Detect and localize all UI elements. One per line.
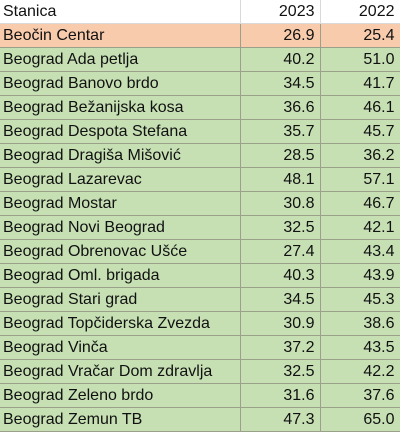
- value-2022-cell: 42.1: [320, 215, 400, 240]
- table-body: Beočin Centar 26.9 25.4 Beograd Ada petlja 4…: [0, 23, 400, 432]
- value-2023-cell: 40.2: [240, 47, 321, 72]
- value-2022-cell: 36.2: [320, 143, 400, 168]
- table-row: Beograd Banovo brdo 34.5 41.7: [0, 71, 400, 96]
- value-2023-cell: 35.7: [240, 119, 321, 144]
- table-header: Stanica 2023 2022: [0, 0, 400, 24]
- table-row: Beograd Oml. brigada 40.3 43.9: [0, 263, 400, 288]
- station-cell: Beograd Zemun TB: [0, 407, 241, 432]
- station-cell: Beočin Centar: [0, 23, 241, 48]
- table-row: Beograd Despota Stefana 35.7 45.7: [0, 119, 400, 144]
- table-row: Beograd Lazarevac 48.1 57.1: [0, 167, 400, 192]
- table-row: Beograd Dragiša Mišović 28.5 36.2: [0, 143, 400, 168]
- value-2023-cell: 34.5: [240, 71, 321, 96]
- value-2022-cell: 57.1: [320, 167, 400, 192]
- value-2022-cell: 51.0: [320, 47, 400, 72]
- station-cell: Beograd Vinča: [0, 335, 241, 360]
- value-2022-cell: 42.2: [320, 359, 400, 384]
- value-2023-cell: 27.4: [240, 239, 321, 264]
- station-cell: Beograd Oml. brigada: [0, 263, 241, 288]
- value-2022-cell: 25.4: [320, 23, 400, 48]
- station-cell: Beograd Lazarevac: [0, 167, 241, 192]
- table-row: Beočin Centar 26.9 25.4: [0, 23, 400, 48]
- header-station: Stanica: [0, 0, 241, 24]
- station-cell: Beograd Zeleno brdo: [0, 383, 241, 408]
- value-2022-cell: 41.7: [320, 71, 400, 96]
- table-row: Beograd Topčiderska Zvezda 30.9 38.6: [0, 311, 400, 336]
- header-row: Stanica 2023 2022: [0, 0, 400, 24]
- value-2023-cell: 31.6: [240, 383, 321, 408]
- value-2023-cell: 26.9: [240, 23, 321, 48]
- table-row: Beograd Vinča 37.2 43.5: [0, 335, 400, 360]
- value-2023-cell: 36.6: [240, 95, 321, 120]
- station-cell: Beograd Despota Stefana: [0, 119, 241, 144]
- table-row: Beograd Zeleno brdo 31.6 37.6: [0, 383, 400, 408]
- station-cell: Beograd Banovo brdo: [0, 71, 241, 96]
- value-2023-cell: 30.8: [240, 191, 321, 216]
- value-2022-cell: 43.9: [320, 263, 400, 288]
- table-row: Beograd Zemun TB 47.3 65.0: [0, 407, 400, 432]
- value-2023-cell: 37.2: [240, 335, 321, 360]
- station-cell: Beograd Bežanijska kosa: [0, 95, 241, 120]
- header-2023: 2023: [240, 0, 321, 24]
- table-row: Beograd Vračar Dom zdravlja 32.5 42.2: [0, 359, 400, 384]
- station-cell: Beograd Topčiderska Zvezda: [0, 311, 241, 336]
- value-2022-cell: 45.7: [320, 119, 400, 144]
- value-2023-cell: 32.5: [240, 215, 321, 240]
- header-2022: 2022: [320, 0, 400, 24]
- value-2022-cell: 65.0: [320, 407, 400, 432]
- value-2022-cell: 43.5: [320, 335, 400, 360]
- table-row: Beograd Ada petlja 40.2 51.0: [0, 47, 400, 72]
- station-cell: Beograd Mostar: [0, 191, 241, 216]
- table-row: Beograd Novi Beograd 32.5 42.1: [0, 215, 400, 240]
- table-row: Beograd Stari grad 34.5 45.3: [0, 287, 400, 312]
- value-2023-cell: 34.5: [240, 287, 321, 312]
- table-row: Beograd Bežanijska kosa 36.6 46.1: [0, 95, 400, 120]
- station-cell: Beograd Vračar Dom zdravlja: [0, 359, 241, 384]
- value-2022-cell: 45.3: [320, 287, 400, 312]
- value-2022-cell: 38.6: [320, 311, 400, 336]
- value-2023-cell: 48.1: [240, 167, 321, 192]
- value-2023-cell: 32.5: [240, 359, 321, 384]
- value-2023-cell: 30.9: [240, 311, 321, 336]
- value-2022-cell: 46.1: [320, 95, 400, 120]
- station-cell: Beograd Novi Beograd: [0, 215, 241, 240]
- value-2023-cell: 47.3: [240, 407, 321, 432]
- station-cell: Beograd Obrenovac Ušće: [0, 239, 241, 264]
- value-2022-cell: 46.7: [320, 191, 400, 216]
- value-2022-cell: 43.4: [320, 239, 400, 264]
- table-row: Beograd Mostar 30.8 46.7: [0, 191, 400, 216]
- station-cell: Beograd Dragiša Mišović: [0, 143, 241, 168]
- value-2023-cell: 28.5: [240, 143, 321, 168]
- table-row: Beograd Obrenovac Ušće 27.4 43.4: [0, 239, 400, 264]
- station-cell: Beograd Ada petlja: [0, 47, 241, 72]
- value-2022-cell: 37.6: [320, 383, 400, 408]
- station-cell: Beograd Stari grad: [0, 287, 241, 312]
- value-2023-cell: 40.3: [240, 263, 321, 288]
